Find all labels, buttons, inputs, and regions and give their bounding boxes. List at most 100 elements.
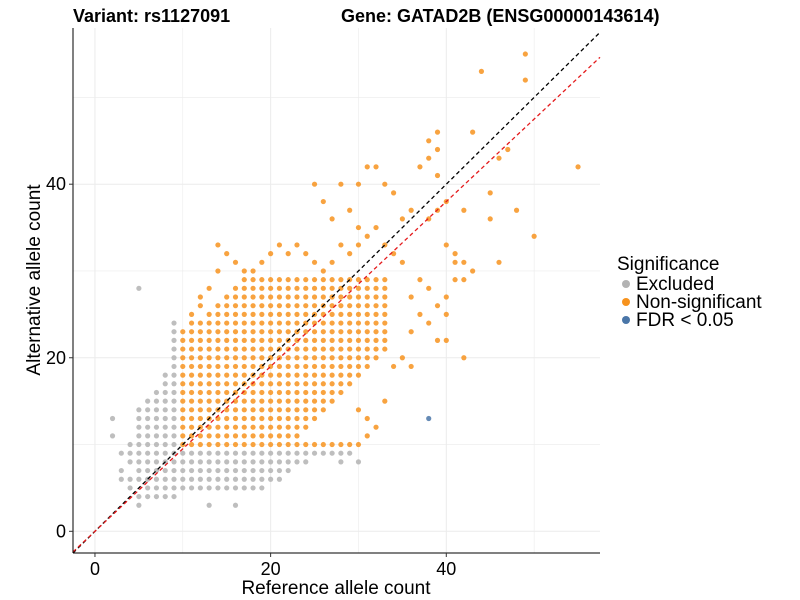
point-non-significant xyxy=(232,311,239,317)
point-excluded xyxy=(171,389,177,396)
point-excluded xyxy=(355,459,362,465)
point-excluded xyxy=(118,476,124,482)
point-non-significant xyxy=(373,329,379,335)
point-non-significant xyxy=(215,329,221,335)
point-excluded xyxy=(162,389,168,396)
point-non-significant xyxy=(294,294,300,300)
point-non-significant xyxy=(355,372,362,378)
point-non-significant xyxy=(320,294,326,300)
point-non-significant xyxy=(232,303,239,309)
point-non-significant xyxy=(232,294,239,300)
point-non-significant xyxy=(303,407,309,413)
point-non-significant xyxy=(188,424,195,430)
point-non-significant xyxy=(364,320,370,326)
point-excluded xyxy=(153,398,160,404)
point-non-significant xyxy=(294,398,300,404)
point-non-significant xyxy=(276,363,283,370)
point-excluded xyxy=(276,476,283,482)
point-excluded xyxy=(206,476,212,482)
point-excluded xyxy=(250,459,256,465)
point-non-significant xyxy=(268,320,274,326)
point-non-significant xyxy=(355,294,362,300)
point-non-significant xyxy=(338,346,344,352)
point-non-significant xyxy=(285,424,291,430)
point-non-significant xyxy=(364,277,370,283)
point-non-significant xyxy=(338,277,344,283)
point-non-significant xyxy=(364,363,370,370)
point-non-significant xyxy=(259,285,265,291)
point-non-significant xyxy=(188,320,195,326)
point-non-significant xyxy=(382,329,388,335)
plot-area: 0 20 40 0 20 40 xyxy=(46,28,601,579)
point-non-significant xyxy=(232,320,239,326)
point-non-significant xyxy=(259,381,265,387)
legend-label: FDR < 0.05 xyxy=(636,310,734,331)
point-non-significant xyxy=(197,372,203,378)
point-non-significant xyxy=(434,172,441,179)
point-non-significant xyxy=(355,242,362,248)
legend-label: Excluded xyxy=(636,274,714,295)
point-non-significant xyxy=(294,433,300,439)
legend-swatch xyxy=(622,316,630,324)
point-non-significant xyxy=(259,277,265,283)
point-excluded xyxy=(109,433,116,439)
point-non-significant xyxy=(224,337,230,343)
point-excluded xyxy=(171,372,177,378)
point-non-significant xyxy=(478,68,485,74)
point-non-significant xyxy=(197,363,203,370)
point-non-significant xyxy=(347,285,353,291)
point-excluded xyxy=(268,476,274,482)
point-non-significant xyxy=(390,363,397,370)
point-excluded xyxy=(215,485,221,491)
point-non-significant xyxy=(320,198,326,205)
point-non-significant xyxy=(241,285,247,291)
point-excluded xyxy=(215,450,221,456)
point-non-significant xyxy=(180,381,186,387)
point-non-significant xyxy=(276,415,283,422)
legend-swatch xyxy=(622,298,630,306)
point-excluded xyxy=(206,459,212,465)
point-excluded xyxy=(303,459,309,465)
point-excluded xyxy=(285,459,291,465)
point-non-significant xyxy=(303,294,309,300)
point-excluded xyxy=(171,346,177,352)
point-non-significant xyxy=(188,329,195,335)
point-non-significant xyxy=(285,311,291,317)
point-non-significant xyxy=(180,372,186,378)
point-non-significant xyxy=(338,181,344,187)
point-non-significant xyxy=(285,329,291,335)
point-non-significant xyxy=(206,285,212,291)
point-non-significant xyxy=(215,363,221,370)
point-non-significant xyxy=(232,415,239,422)
point-excluded xyxy=(171,337,177,343)
point-non-significant xyxy=(241,389,247,396)
point-excluded xyxy=(180,450,186,456)
point-excluded xyxy=(276,450,283,456)
point-non-significant xyxy=(188,389,195,396)
x-tick-label: 20 xyxy=(261,559,281,579)
point-excluded xyxy=(145,398,151,404)
point-non-significant xyxy=(382,311,388,317)
point-non-significant xyxy=(311,329,318,335)
point-excluded xyxy=(197,485,203,491)
point-non-significant xyxy=(276,389,283,396)
point-non-significant xyxy=(197,381,203,387)
point-non-significant xyxy=(285,355,291,361)
point-non-significant xyxy=(355,407,362,413)
point-excluded xyxy=(145,485,151,491)
point-excluded xyxy=(224,485,230,491)
point-non-significant xyxy=(443,337,449,343)
point-non-significant xyxy=(320,268,326,274)
point-excluded xyxy=(250,485,256,491)
point-non-significant xyxy=(382,277,388,283)
point-non-significant xyxy=(268,346,274,352)
point-excluded xyxy=(145,424,151,430)
point-non-significant xyxy=(426,320,432,326)
point-excluded xyxy=(224,459,230,465)
point-excluded xyxy=(171,320,177,326)
point-non-significant xyxy=(364,433,370,439)
point-non-significant xyxy=(294,407,300,413)
point-non-significant xyxy=(276,372,283,378)
point-non-significant xyxy=(311,441,318,448)
